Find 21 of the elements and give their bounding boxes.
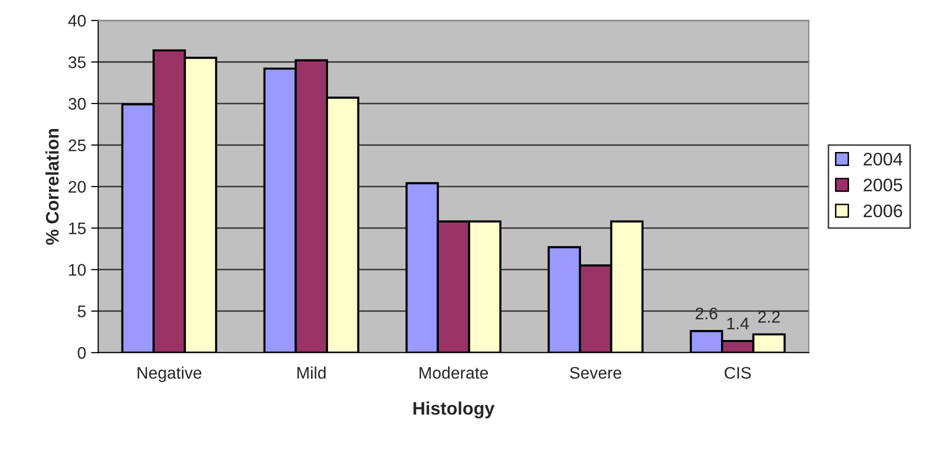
y-tick-label: 25 — [68, 139, 86, 152]
y-axis-title: % Correlation — [45, 128, 59, 245]
y-tick-label: 15 — [69, 222, 86, 234]
x-tick-label: Moderate — [420, 366, 488, 379]
y-tick-label: 5 — [78, 306, 86, 318]
y-tick-label: 40 — [68, 14, 86, 27]
data-label: 1.4 — [727, 318, 749, 330]
legend-label: 2004 — [864, 152, 902, 166]
x-tick-label: Severe — [570, 366, 622, 379]
data-label: 2.2 — [758, 310, 780, 323]
y-tick-label: 0 — [78, 347, 86, 359]
x-tick-label: Mild — [297, 366, 326, 379]
y-tick-label: 30 — [68, 98, 86, 110]
x-tick-label: Negative — [138, 366, 202, 382]
y-tick-label: 10 — [69, 264, 86, 276]
legend-label: 2005 — [864, 178, 902, 192]
legend-label: 2006 — [864, 204, 902, 218]
y-tick-label: 20 — [68, 180, 86, 193]
x-tick-label: CIS — [724, 366, 751, 379]
y-tick-label: 35 — [68, 56, 86, 68]
x-axis-title: Histology — [414, 401, 495, 418]
